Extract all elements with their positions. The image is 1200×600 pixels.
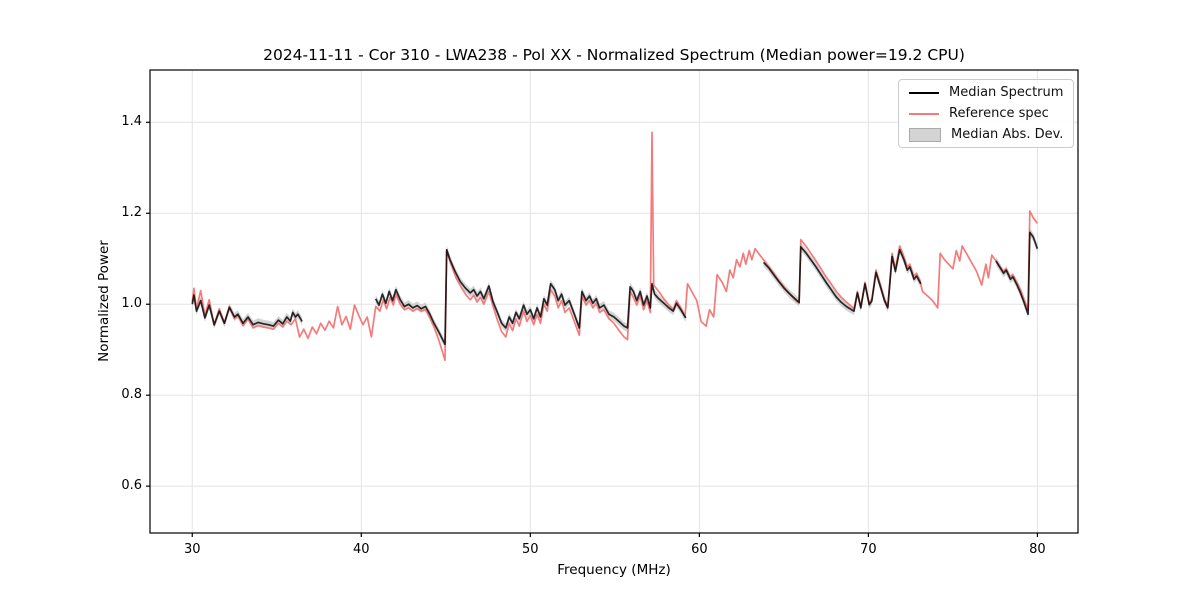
x-tick-label: 50	[522, 542, 539, 557]
legend: Median Spectrum Reference spec Median Ab…	[898, 79, 1074, 148]
legend-item-median-spectrum: Median Spectrum	[899, 85, 1073, 100]
median-abs-dev-patch-icon	[909, 127, 941, 142]
chart-title: 2024-11-11 - Cor 310 - LWA238 - Pol XX -…	[263, 46, 965, 64]
legend-label: Median Abs. Dev.	[951, 127, 1064, 142]
y-tick-label: 1.2	[121, 205, 142, 221]
reference-spec-line-icon	[909, 112, 939, 115]
legend-label: Median Spectrum	[949, 85, 1064, 100]
y-tick-label: 1.4	[121, 114, 142, 130]
legend-item-median-abs-dev: Median Abs. Dev.	[899, 127, 1073, 142]
x-tick-label: 30	[183, 542, 201, 557]
x-axis-label: Frequency (MHz)	[557, 562, 671, 578]
legend-item-reference-spec: Reference spec	[899, 106, 1073, 121]
x-tick-label: 80	[1029, 542, 1046, 557]
median-spectrum-line-icon	[909, 91, 939, 94]
x-tick-label: 40	[353, 542, 370, 557]
x-tick-label: 70	[860, 542, 877, 557]
y-tick-label: 1.0	[121, 296, 142, 312]
legend-label: Reference spec	[949, 106, 1049, 121]
x-tick-label: 60	[691, 542, 708, 557]
y-tick-label: 0.6	[121, 478, 142, 494]
y-tick-label: 0.8	[121, 387, 142, 403]
